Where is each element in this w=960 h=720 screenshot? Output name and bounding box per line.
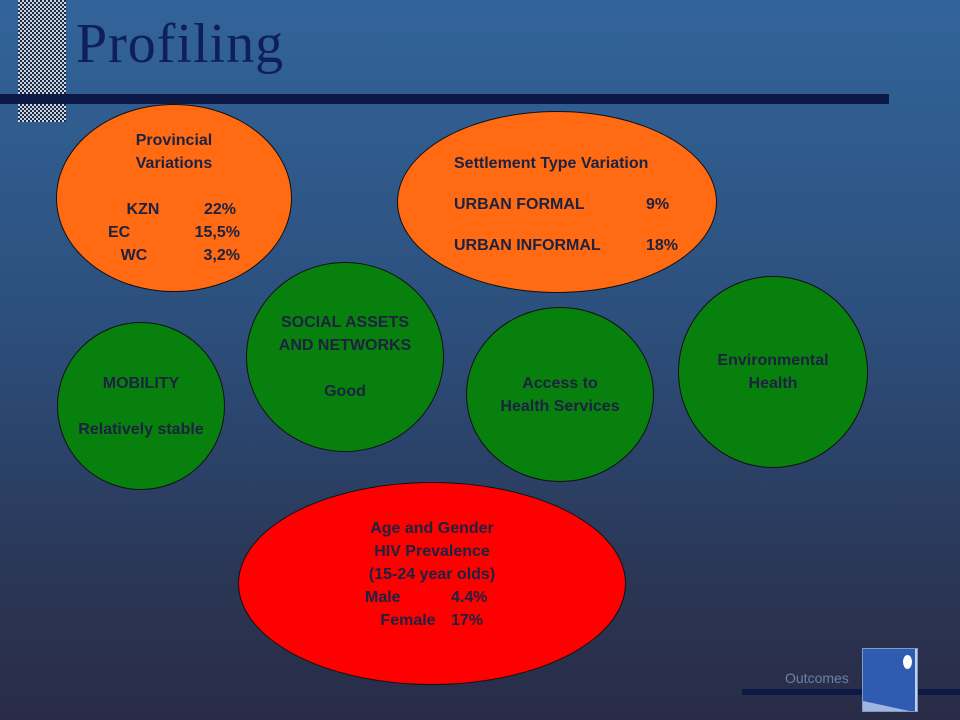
province-label: KZN <box>126 201 160 218</box>
province-label: WC <box>120 247 148 264</box>
logo-dot <box>903 655 912 669</box>
age-gender-line1: Age and Gender <box>370 520 494 537</box>
settlement-label: URBAN INFORMAL <box>454 236 601 254</box>
gender-label: Male <box>365 589 401 606</box>
settlement-value: 9% <box>646 195 670 213</box>
gender-value: 17% <box>451 612 484 629</box>
mobility-value: Relatively stable <box>78 420 204 438</box>
province-value: 22% <box>203 201 236 218</box>
provincial-title-line2: Variations <box>135 155 213 172</box>
access-line2: Health Services <box>500 397 620 415</box>
settlement-row-informal: URBAN INFORMAL 18% <box>454 234 678 257</box>
provincial-variations-bubble: Provincial Variations KZN 22% EC 15,5% W… <box>56 104 292 292</box>
province-value: 15,5% <box>194 224 240 241</box>
age-gender-row-male: Male 4.4% <box>365 586 499 609</box>
provincial-row-kzn: KZN 22% <box>112 198 236 221</box>
settlement-value: 18% <box>646 236 679 254</box>
mobility-title: MOBILITY <box>102 374 180 392</box>
province-label: EC <box>108 224 131 241</box>
settlement-type-bubble: Settlement Type Variation URBAN FORMAL 9… <box>397 111 717 293</box>
age-gender-line3: (15-24 year olds) <box>368 566 496 583</box>
logo-icon <box>862 648 918 712</box>
social-line1: SOCIAL ASSETS <box>280 314 410 331</box>
provincial-row-wc: WC 3,2% <box>108 244 240 267</box>
gender-value: 4.4% <box>451 589 488 606</box>
social-value: Good <box>324 383 366 400</box>
settlement-row-formal: URBAN FORMAL 9% <box>454 193 669 216</box>
provincial-row-ec: EC 15,5% <box>108 221 240 244</box>
mobility-bubble: MOBILITY Relatively stable <box>57 322 225 490</box>
environmental-health-bubble: Environmental Health <box>678 276 868 468</box>
age-gender-row-female: Female 17% <box>365 609 499 632</box>
age-gender-hiv-bubble: Age and Gender HIV Prevalence (15-24 yea… <box>238 482 626 685</box>
province-value: 3,2% <box>203 247 240 264</box>
social-line2: AND NETWORKS <box>278 337 412 354</box>
page-title: Profiling <box>76 13 285 75</box>
environmental-line2: Health <box>748 375 798 392</box>
settlement-label: URBAN FORMAL <box>454 195 585 213</box>
footer-label: Outcomes <box>785 670 849 686</box>
provincial-title-line1: Provincial <box>135 132 213 149</box>
environmental-line1: Environmental <box>717 352 829 369</box>
social-assets-bubble: SOCIAL ASSETS AND NETWORKS Good <box>246 262 444 452</box>
settlement-title: Settlement Type Variation <box>454 154 649 172</box>
footer-bar <box>742 689 960 695</box>
gender-label: Female <box>380 612 436 629</box>
title-underline-bar <box>0 94 889 104</box>
access-health-bubble: Access to Health Services <box>466 307 654 482</box>
access-line1: Access to <box>522 374 598 392</box>
age-gender-line2: HIV Prevalence <box>374 543 490 560</box>
